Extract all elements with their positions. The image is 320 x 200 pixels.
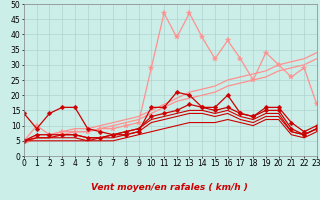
Text: Vent moyen/en rafales ( km/h ): Vent moyen/en rafales ( km/h ): [91, 183, 248, 192]
